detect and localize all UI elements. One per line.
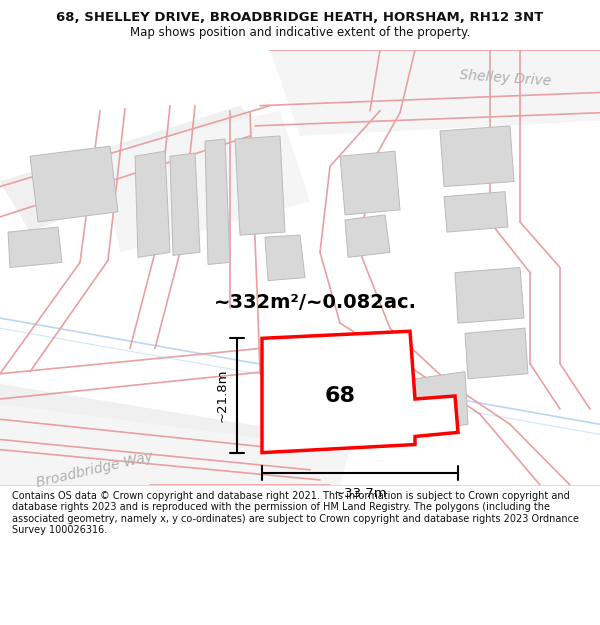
Polygon shape — [0, 384, 310, 485]
Polygon shape — [340, 151, 400, 215]
Polygon shape — [0, 106, 270, 232]
Polygon shape — [270, 50, 600, 136]
Polygon shape — [135, 151, 170, 258]
Text: ~332m²/~0.082ac.: ~332m²/~0.082ac. — [214, 293, 416, 312]
Polygon shape — [8, 227, 62, 268]
Polygon shape — [444, 192, 508, 232]
Polygon shape — [465, 328, 528, 379]
Text: Broadbridge Way: Broadbridge Way — [35, 449, 155, 490]
Text: 68: 68 — [325, 386, 355, 406]
Text: Contains OS data © Crown copyright and database right 2021. This information is : Contains OS data © Crown copyright and d… — [12, 491, 579, 536]
Polygon shape — [440, 126, 514, 187]
Text: 68, SHELLEY DRIVE, BROADBRIDGE HEATH, HORSHAM, RH12 3NT: 68, SHELLEY DRIVE, BROADBRIDGE HEATH, HO… — [56, 11, 544, 24]
Polygon shape — [205, 139, 230, 264]
Polygon shape — [265, 235, 305, 281]
Polygon shape — [100, 111, 310, 253]
Polygon shape — [0, 404, 350, 485]
Text: ~33.7m: ~33.7m — [333, 487, 387, 500]
Polygon shape — [455, 268, 524, 323]
Polygon shape — [415, 372, 468, 431]
Text: Shelley Drive: Shelley Drive — [458, 68, 551, 89]
Text: Map shows position and indicative extent of the property.: Map shows position and indicative extent… — [130, 26, 470, 39]
Text: ~21.8m: ~21.8m — [215, 369, 229, 423]
Polygon shape — [235, 136, 285, 235]
Polygon shape — [345, 215, 390, 258]
Polygon shape — [30, 146, 118, 222]
Polygon shape — [170, 153, 200, 256]
Polygon shape — [262, 331, 458, 452]
